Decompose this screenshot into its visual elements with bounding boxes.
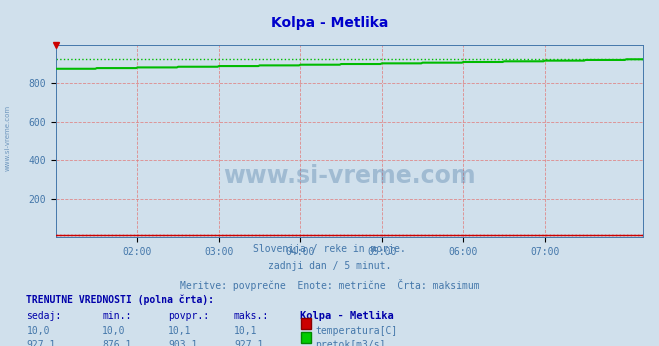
Text: 927,1: 927,1 xyxy=(234,340,264,346)
Text: 10,1: 10,1 xyxy=(168,326,192,336)
Text: min.:: min.: xyxy=(102,311,132,321)
Text: www.si-vreme.com: www.si-vreme.com xyxy=(223,164,476,188)
Text: TRENUTNE VREDNOSTI (polna črta):: TRENUTNE VREDNOSTI (polna črta): xyxy=(26,295,214,305)
Text: Kolpa - Metlika: Kolpa - Metlika xyxy=(271,16,388,29)
Text: Slovenija / reke in morje.: Slovenija / reke in morje. xyxy=(253,244,406,254)
Text: Meritve: povprečne  Enote: metrične  Črta: maksimum: Meritve: povprečne Enote: metrične Črta:… xyxy=(180,279,479,291)
Text: www.si-vreme.com: www.si-vreme.com xyxy=(5,105,11,172)
Text: 10,0: 10,0 xyxy=(26,326,50,336)
Text: temperatura[C]: temperatura[C] xyxy=(315,326,397,336)
Text: povpr.:: povpr.: xyxy=(168,311,209,321)
Text: 927,1: 927,1 xyxy=(26,340,56,346)
Text: Kolpa - Metlika: Kolpa - Metlika xyxy=(300,311,393,321)
Text: pretok[m3/s]: pretok[m3/s] xyxy=(315,340,386,346)
Text: sedaj:: sedaj: xyxy=(26,311,61,321)
Text: 903,1: 903,1 xyxy=(168,340,198,346)
Text: zadnji dan / 5 minut.: zadnji dan / 5 minut. xyxy=(268,261,391,271)
Text: 876,1: 876,1 xyxy=(102,340,132,346)
Text: maks.:: maks.: xyxy=(234,311,269,321)
Text: 10,1: 10,1 xyxy=(234,326,258,336)
Text: 10,0: 10,0 xyxy=(102,326,126,336)
